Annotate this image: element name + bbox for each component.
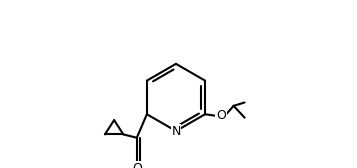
Text: O: O xyxy=(216,109,226,122)
Text: N: N xyxy=(171,124,181,138)
Text: O: O xyxy=(132,161,142,168)
